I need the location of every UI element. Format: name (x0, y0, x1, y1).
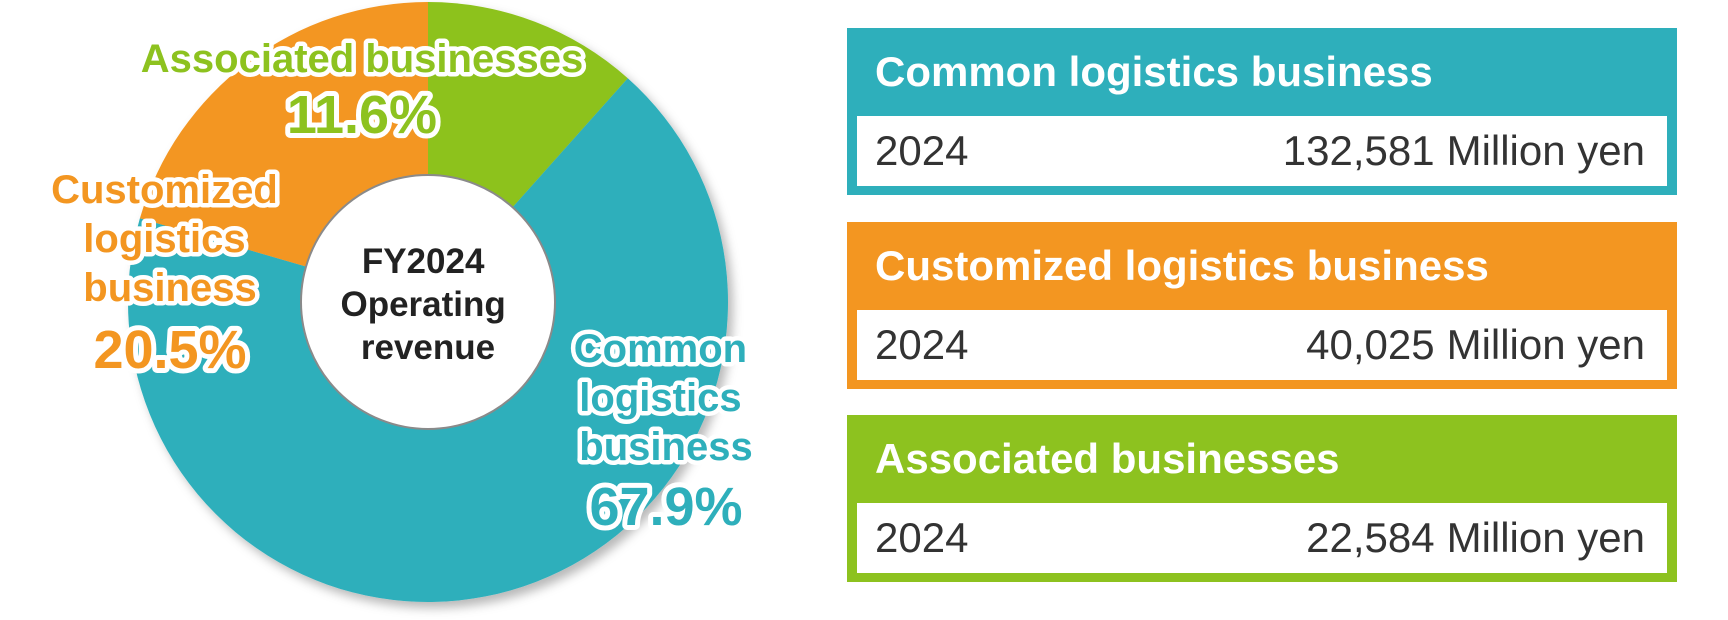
slice-name-customized-3: business (83, 266, 256, 310)
card-unit: Million yen (1446, 127, 1645, 174)
center-label-line-2: Operating (340, 285, 505, 324)
center-label-line-1: FY2024 (362, 242, 485, 281)
slice-name-associated-1: Associated businesses (141, 37, 583, 81)
card-value-row: 2024 40,025 Million yen (857, 310, 1667, 380)
card-title: Customized logistics business (875, 242, 1489, 289)
card-value-row: 2024 132,581 Million yen (857, 116, 1667, 186)
center-hole (300, 174, 556, 430)
slice-percent-customized: 20.5% (93, 320, 246, 380)
slice-label-common: Common logistics business (574, 327, 758, 469)
card-amount: 40,025 (1306, 321, 1435, 368)
center-label-line-3: revenue (361, 328, 495, 367)
slice-name-customized-1: Customized (51, 168, 278, 212)
slice-percent-associated: 11.6% (287, 85, 437, 145)
slice-name-common-3: business (579, 425, 752, 469)
card-year: 2024 (875, 127, 969, 174)
card-year: 2024 (875, 514, 969, 561)
card-customized-logistics: Customized logistics business 2024 40,02… (847, 222, 1677, 389)
slice-percent-common: 67.9% (589, 477, 742, 537)
revenue-donut-chart: FY2024 Operating revenue Associated busi… (47, 2, 758, 603)
slice-name-customized-2: logistics (83, 217, 245, 261)
slice-name-common-2: logistics (579, 376, 741, 420)
card-title: Common logistics business (875, 48, 1433, 95)
svg-text:FY2024 Operating reven: FY2024 Operating revenue (340, 242, 515, 367)
slice-name-common-1: Common (574, 327, 747, 371)
card-associated-businesses: Associated businesses 2024 22,584 Million… (847, 415, 1677, 582)
slice-label-customized: Customized logistics business (51, 168, 289, 310)
card-year: 2024 (875, 321, 969, 368)
card-unit: Million yen (1446, 514, 1645, 561)
card-amount: 22,584 (1306, 514, 1435, 561)
slice-label-associated: Associated businesses (141, 37, 583, 81)
card-value-row: 2024 22,584 Million yen (857, 503, 1667, 573)
card-common-logistics: Common logistics business 2024 132,581 Mi… (847, 28, 1677, 195)
card-unit: Million yen (1446, 321, 1645, 368)
card-amount: 132,581 (1282, 127, 1435, 174)
card-title: Associated businesses (875, 435, 1340, 482)
